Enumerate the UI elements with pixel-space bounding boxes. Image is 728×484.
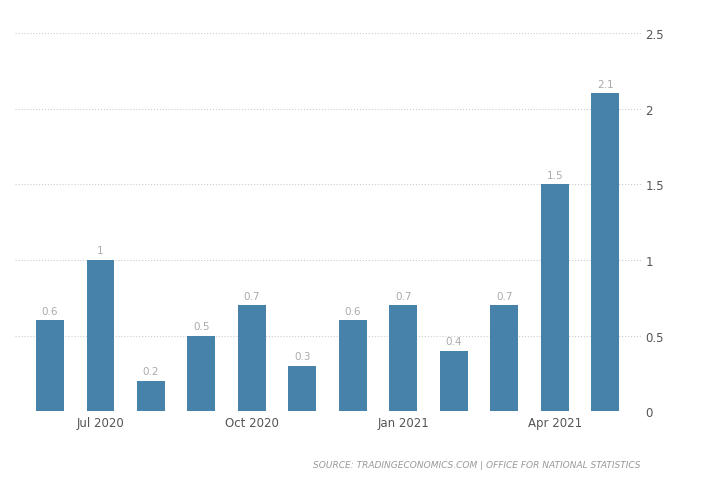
Text: 0.3: 0.3 xyxy=(294,351,311,362)
Text: 1: 1 xyxy=(97,246,103,256)
Text: 0.2: 0.2 xyxy=(143,367,159,377)
Bar xyxy=(339,321,367,411)
Bar xyxy=(137,381,165,411)
Bar xyxy=(238,306,266,411)
Text: 0.4: 0.4 xyxy=(446,336,462,347)
Text: 0.7: 0.7 xyxy=(244,291,260,301)
Text: SOURCE: TRADINGECONOMICS.COM | OFFICE FOR NATIONAL STATISTICS: SOURCE: TRADINGECONOMICS.COM | OFFICE FO… xyxy=(313,460,641,469)
Text: 2.1: 2.1 xyxy=(597,80,614,90)
Text: 0.6: 0.6 xyxy=(344,306,361,316)
Text: 0.5: 0.5 xyxy=(193,321,210,332)
Bar xyxy=(541,185,569,411)
Bar xyxy=(491,306,518,411)
Text: 0.6: 0.6 xyxy=(41,306,58,316)
Bar xyxy=(591,94,620,411)
Text: 0.7: 0.7 xyxy=(496,291,513,301)
Bar xyxy=(440,351,467,411)
Text: 0.7: 0.7 xyxy=(395,291,411,301)
Bar xyxy=(389,306,417,411)
Bar xyxy=(288,366,316,411)
Bar xyxy=(36,321,64,411)
Text: 1.5: 1.5 xyxy=(547,170,563,181)
Bar xyxy=(188,336,215,411)
Bar xyxy=(87,260,114,411)
